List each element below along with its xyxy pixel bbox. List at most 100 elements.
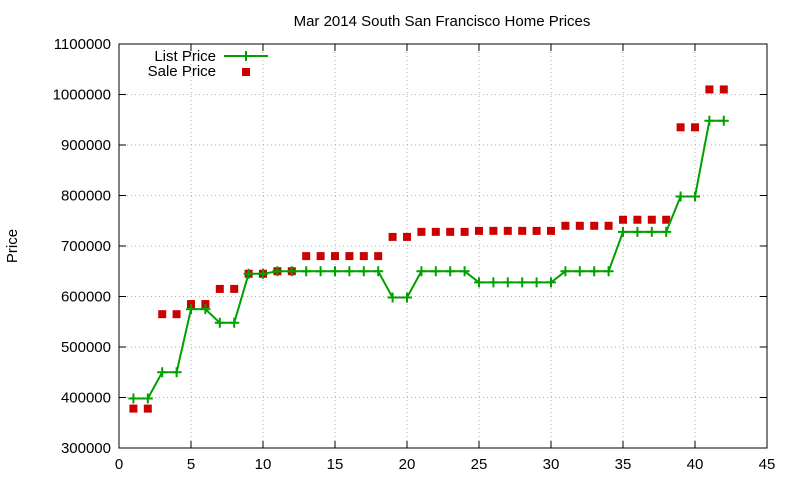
list-price-point	[142, 393, 153, 404]
list-price-point	[214, 317, 225, 328]
sale-price-point	[691, 123, 699, 132]
y-tick-label: 700000	[61, 238, 111, 255]
list-price-point	[488, 277, 499, 288]
x-tick-label: 45	[759, 456, 776, 473]
list-price-point	[229, 317, 240, 328]
x-tick-label: 35	[615, 456, 632, 473]
list-price-point	[330, 266, 340, 277]
sale-price-point	[388, 232, 397, 241]
legend-label-list-price: List Price	[154, 48, 216, 65]
sale-price-point	[547, 226, 555, 235]
list-price-point	[387, 292, 398, 303]
sale-price-point	[503, 226, 512, 235]
y-tick-label: 400000	[61, 390, 111, 407]
y-tick-label: 500000	[61, 339, 111, 356]
list-price-point	[560, 266, 571, 277]
sale-price-point	[431, 227, 440, 236]
sale-price-point	[561, 221, 570, 230]
y-tick-label: 800000	[61, 188, 111, 205]
sale-price-point	[633, 215, 642, 224]
list-price-point	[546, 277, 556, 288]
sale-price-point	[143, 404, 152, 413]
y-tick-label: 300000	[61, 440, 111, 457]
sale-price-point	[489, 226, 498, 235]
x-tick-label: 5	[187, 456, 195, 473]
sale-price-point	[359, 252, 368, 261]
sale-price-point	[460, 227, 469, 236]
list-price-point	[344, 266, 355, 277]
legend-cross	[241, 51, 251, 61]
list-price-point	[373, 266, 384, 277]
sale-price-point	[172, 310, 181, 319]
legend-swatch-sale-price	[242, 68, 250, 76]
sale-price-point	[129, 404, 138, 413]
list-price-point	[430, 266, 441, 277]
sale-price-point	[201, 300, 210, 309]
sale-price-point	[662, 215, 671, 224]
y-axis-label: Price	[4, 229, 21, 263]
sale-price-point	[302, 252, 311, 261]
legend-marker-list-price	[241, 51, 251, 61]
list-price-point	[646, 226, 657, 237]
list-price-point	[301, 266, 312, 277]
sale-price-point	[575, 221, 584, 230]
list-price-point	[704, 115, 715, 126]
sale-price-point	[705, 85, 714, 94]
list-price-point	[618, 226, 628, 237]
list-price-point	[258, 268, 268, 279]
legend: List Price Sale Price	[148, 48, 268, 80]
sale-price-point	[417, 227, 426, 236]
sale-price-point	[230, 284, 239, 293]
sale-price-point	[676, 123, 685, 132]
x-tick-label: 25	[471, 456, 488, 473]
list-price-point	[502, 277, 513, 288]
grid-layer	[119, 44, 767, 448]
list-price-point	[675, 191, 686, 202]
list-price-point	[243, 268, 254, 279]
list-price-point	[531, 277, 542, 288]
sale-price-point	[647, 215, 656, 224]
sale-price-point	[316, 252, 325, 261]
list-price-point	[517, 277, 528, 288]
list-price-point	[574, 266, 585, 277]
list-price-point	[661, 226, 672, 237]
list-price-point	[157, 367, 168, 378]
sale-price-point	[532, 226, 541, 235]
list-price-point	[690, 191, 700, 202]
y-tick-label: 900000	[61, 137, 111, 154]
list-price-point	[474, 277, 484, 288]
list-price-point	[459, 266, 470, 277]
x-tick-label: 15	[327, 456, 344, 473]
list-price-point	[402, 292, 412, 303]
list-price-point	[416, 266, 427, 277]
y-tick-label: 600000	[61, 289, 111, 306]
list-price-point	[200, 304, 211, 315]
list-price-point	[171, 367, 182, 378]
list-price-point	[272, 266, 283, 277]
series-layer	[128, 85, 729, 413]
legend-label-sale-price: Sale Price	[148, 63, 216, 80]
chart-title: Mar 2014 South San Francisco Home Prices	[294, 13, 591, 30]
list-price-point	[718, 115, 729, 126]
sale-price-point	[518, 226, 527, 235]
list-price-point	[632, 226, 643, 237]
sale-price-point	[604, 221, 613, 230]
list-price-point	[589, 266, 600, 277]
x-tick-label: 20	[399, 456, 416, 473]
x-tick-label: 0	[115, 456, 123, 473]
list-price-line	[133, 119, 724, 400]
x-tick-label: 10	[255, 456, 272, 473]
sale-price-point	[331, 252, 339, 261]
list-price-point	[186, 304, 196, 315]
sale-price-point	[158, 310, 167, 319]
x-tick-label: 30	[543, 456, 560, 473]
y-tick-label: 1000000	[53, 87, 111, 104]
sale-price-point	[475, 226, 483, 235]
x-tick-label: 40	[687, 456, 704, 473]
list-price-point	[315, 266, 326, 277]
sale-price-point	[446, 227, 455, 236]
list-price-point	[286, 266, 297, 277]
list-price-point	[128, 393, 139, 404]
